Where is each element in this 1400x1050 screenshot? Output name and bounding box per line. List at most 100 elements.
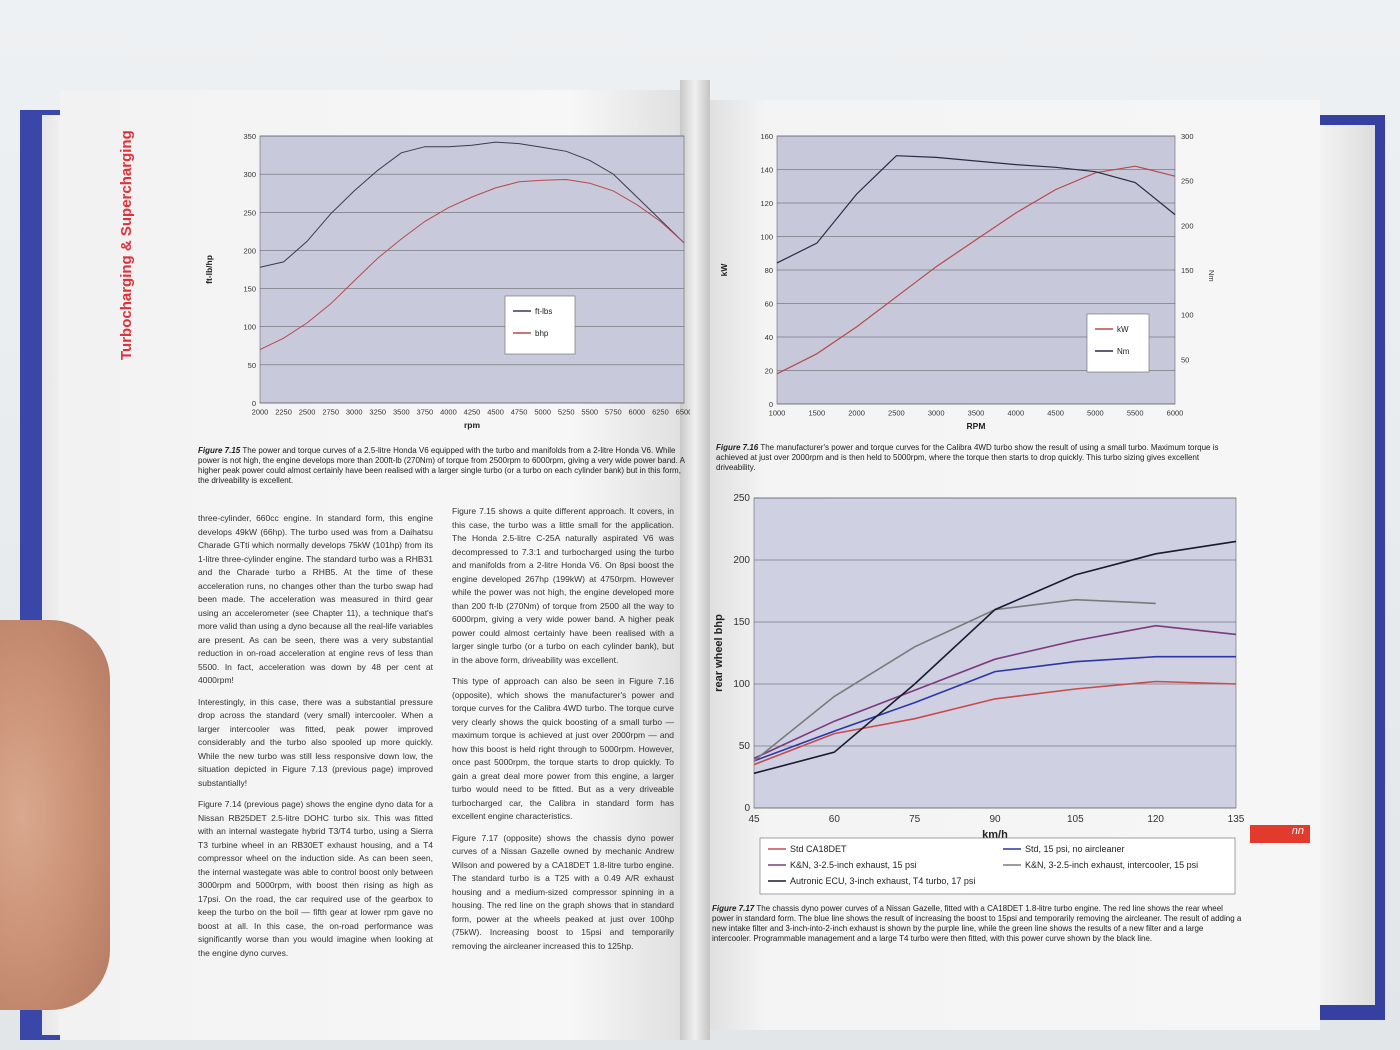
x-axis-label: rpm bbox=[464, 420, 481, 430]
caption-text: The power and torque curves of a 2.5-lit… bbox=[198, 446, 685, 485]
y-tick-label: 120 bbox=[760, 199, 773, 208]
legend-label: kW bbox=[1117, 325, 1129, 334]
x-tick-label: 2000 bbox=[252, 408, 269, 417]
y-axis-label: ft-lb/hp bbox=[204, 255, 214, 284]
y-tick-label: 150 bbox=[733, 617, 750, 628]
legend-label: Std, 15 psi, no aircleaner bbox=[1025, 844, 1125, 854]
x-tick-label: 4000 bbox=[1007, 409, 1024, 418]
series-line-k-n-3-2-5-inch-exhaust-intercooler-15-psi bbox=[753, 598, 1156, 762]
legend-label: K&N, 3-2.5-inch exhaust, intercooler, 15… bbox=[1025, 860, 1198, 870]
legend-label: K&N, 3-2.5-inch exhaust, 15 psi bbox=[790, 860, 917, 870]
legend-label: Std CA18DET bbox=[790, 844, 847, 854]
legend-label: Autronic ECU, 3-inch exhaust, T4 turbo, … bbox=[790, 876, 975, 886]
figure-label: Figure 7.17 bbox=[712, 904, 755, 913]
x-tick-label: 6500 bbox=[676, 408, 690, 417]
y-tick-label: 0 bbox=[769, 400, 773, 409]
y-tick-label: 100 bbox=[760, 233, 773, 242]
x-tick-label: 2500 bbox=[888, 409, 905, 418]
chart-figure-7-16: 0 20 40 60 80 100 120 140 160 1000 1500 2000 2500 300… bbox=[719, 132, 1216, 431]
figure-7-16-caption: Figure 7.16 The manufacturer's power and… bbox=[716, 443, 1236, 473]
y-tick-label: 50 bbox=[248, 361, 256, 370]
paragraph: Interestingly, in this case, there was a… bbox=[198, 696, 433, 788]
legend-box bbox=[759, 837, 1236, 895]
x-tick-label: 2000 bbox=[848, 409, 865, 418]
x-tick-label: 3250 bbox=[369, 408, 386, 417]
x-tick-label: 6000 bbox=[1167, 409, 1184, 418]
book-page-edge-right bbox=[1320, 125, 1375, 1005]
series-line-bhp bbox=[259, 178, 685, 351]
y2-tick-label: 100 bbox=[1181, 311, 1194, 320]
book-gutter bbox=[680, 80, 710, 1040]
y-tick-label: 100 bbox=[243, 323, 256, 332]
y2-tick-label: 150 bbox=[1181, 266, 1194, 275]
legend-label: Nm bbox=[1117, 347, 1130, 356]
y-tick-label: 350 bbox=[243, 132, 256, 141]
y-tick-label: 100 bbox=[733, 679, 750, 690]
x-tick-label: 90 bbox=[989, 814, 1001, 825]
plot-area bbox=[259, 135, 685, 404]
series-line-nm bbox=[776, 155, 1176, 264]
x-tick-label: 3000 bbox=[928, 409, 945, 418]
y2-tick-label: 200 bbox=[1181, 221, 1194, 230]
series-line-kw bbox=[776, 165, 1176, 375]
x-tick-label: 135 bbox=[1228, 814, 1245, 825]
x-tick-label: 3000 bbox=[346, 408, 363, 417]
x-tick-label: 6250 bbox=[652, 408, 669, 417]
paragraph: three-cylinder, 660cc engine. In standar… bbox=[198, 513, 433, 685]
legend-box bbox=[504, 295, 576, 355]
x-tick-label: 75 bbox=[909, 814, 921, 825]
x-tick-label: 3500 bbox=[393, 408, 410, 417]
figure-7-17-caption: Figure 7.17 The chassis dyno power curve… bbox=[712, 904, 1242, 944]
figure-7-15-caption: Figure 7.15 The power and torque curves … bbox=[198, 446, 688, 486]
x-tick-label: 1500 bbox=[808, 409, 825, 418]
x-tick-label: 1000 bbox=[769, 409, 786, 418]
figure-label: Figure 7.15 bbox=[198, 446, 241, 455]
series-line-std-ca18det bbox=[753, 680, 1237, 766]
y-tick-label: 140 bbox=[760, 166, 773, 175]
legend-label: bhp bbox=[535, 329, 549, 338]
y-tick-label: 50 bbox=[739, 741, 751, 752]
y-tick-label: 250 bbox=[733, 493, 750, 504]
series-line-autronic-ecu-3-inch-exhaust-t4-turbo-17-psi bbox=[753, 540, 1237, 775]
x-tick-label: 3500 bbox=[968, 409, 985, 418]
x-tick-label: 4000 bbox=[440, 408, 457, 417]
y-tick-label: 0 bbox=[252, 399, 256, 408]
y2-tick-label: 300 bbox=[1181, 132, 1194, 141]
series-line-std-15-psi-no-aircleaner bbox=[753, 655, 1236, 762]
x-tick-label: 4500 bbox=[1047, 409, 1064, 418]
x-tick-label: 120 bbox=[1147, 814, 1164, 825]
x-tick-label: 5000 bbox=[534, 408, 551, 417]
y-axis-label: rear wheel bhp bbox=[713, 614, 725, 692]
text-column-right: Figure 7.15 shows a quite different appr… bbox=[452, 505, 674, 961]
y-axis-label: kW bbox=[719, 263, 729, 277]
hand-holding-book bbox=[0, 620, 110, 1010]
y-tick-label: 150 bbox=[243, 285, 256, 294]
page-number-tab: nn bbox=[1250, 825, 1310, 843]
legend-box bbox=[1086, 313, 1150, 373]
series-line-ft-lbs bbox=[259, 141, 685, 268]
x-tick-label: 5750 bbox=[605, 408, 622, 417]
chart-figure-7-15: 0 50 100 150 200 250 300 350 2000 2250 2500 2750 300… bbox=[204, 132, 690, 430]
text-column-left: three-cylinder, 660cc engine. In standar… bbox=[198, 512, 433, 968]
x-tick-label: 4750 bbox=[511, 408, 528, 417]
y-tick-label: 250 bbox=[243, 208, 256, 217]
paragraph: Figure 7.17 (opposite) shows the chassis… bbox=[452, 832, 674, 951]
y-tick-label: 300 bbox=[243, 170, 256, 179]
paragraph: Figure 7.14 (previous page) shows the en… bbox=[198, 799, 433, 958]
x-tick-label: 5500 bbox=[1127, 409, 1144, 418]
x-tick-label: 3750 bbox=[417, 408, 434, 417]
y-tick-label: 0 bbox=[744, 803, 750, 814]
caption-text: The manufacturer's power and torque curv… bbox=[716, 443, 1219, 472]
x-tick-label: 5500 bbox=[581, 408, 598, 417]
y-tick-label: 20 bbox=[765, 367, 773, 376]
series-line-k-n-3-2-5-inch-exhaust-15-psi bbox=[753, 624, 1237, 760]
x-tick-label: 4500 bbox=[487, 408, 504, 417]
paragraph: Figure 7.15 shows a quite different appr… bbox=[452, 506, 674, 665]
x-tick-label: 105 bbox=[1067, 814, 1084, 825]
x-tick-label: 60 bbox=[829, 814, 841, 825]
x-tick-label: 2500 bbox=[299, 408, 316, 417]
y-tick-label: 80 bbox=[765, 266, 773, 275]
x-tick-label: 5000 bbox=[1087, 409, 1104, 418]
y-tick-label: 200 bbox=[243, 246, 256, 255]
